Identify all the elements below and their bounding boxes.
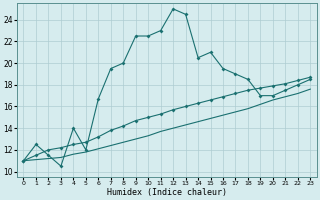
X-axis label: Humidex (Indice chaleur): Humidex (Indice chaleur) (107, 188, 227, 197)
